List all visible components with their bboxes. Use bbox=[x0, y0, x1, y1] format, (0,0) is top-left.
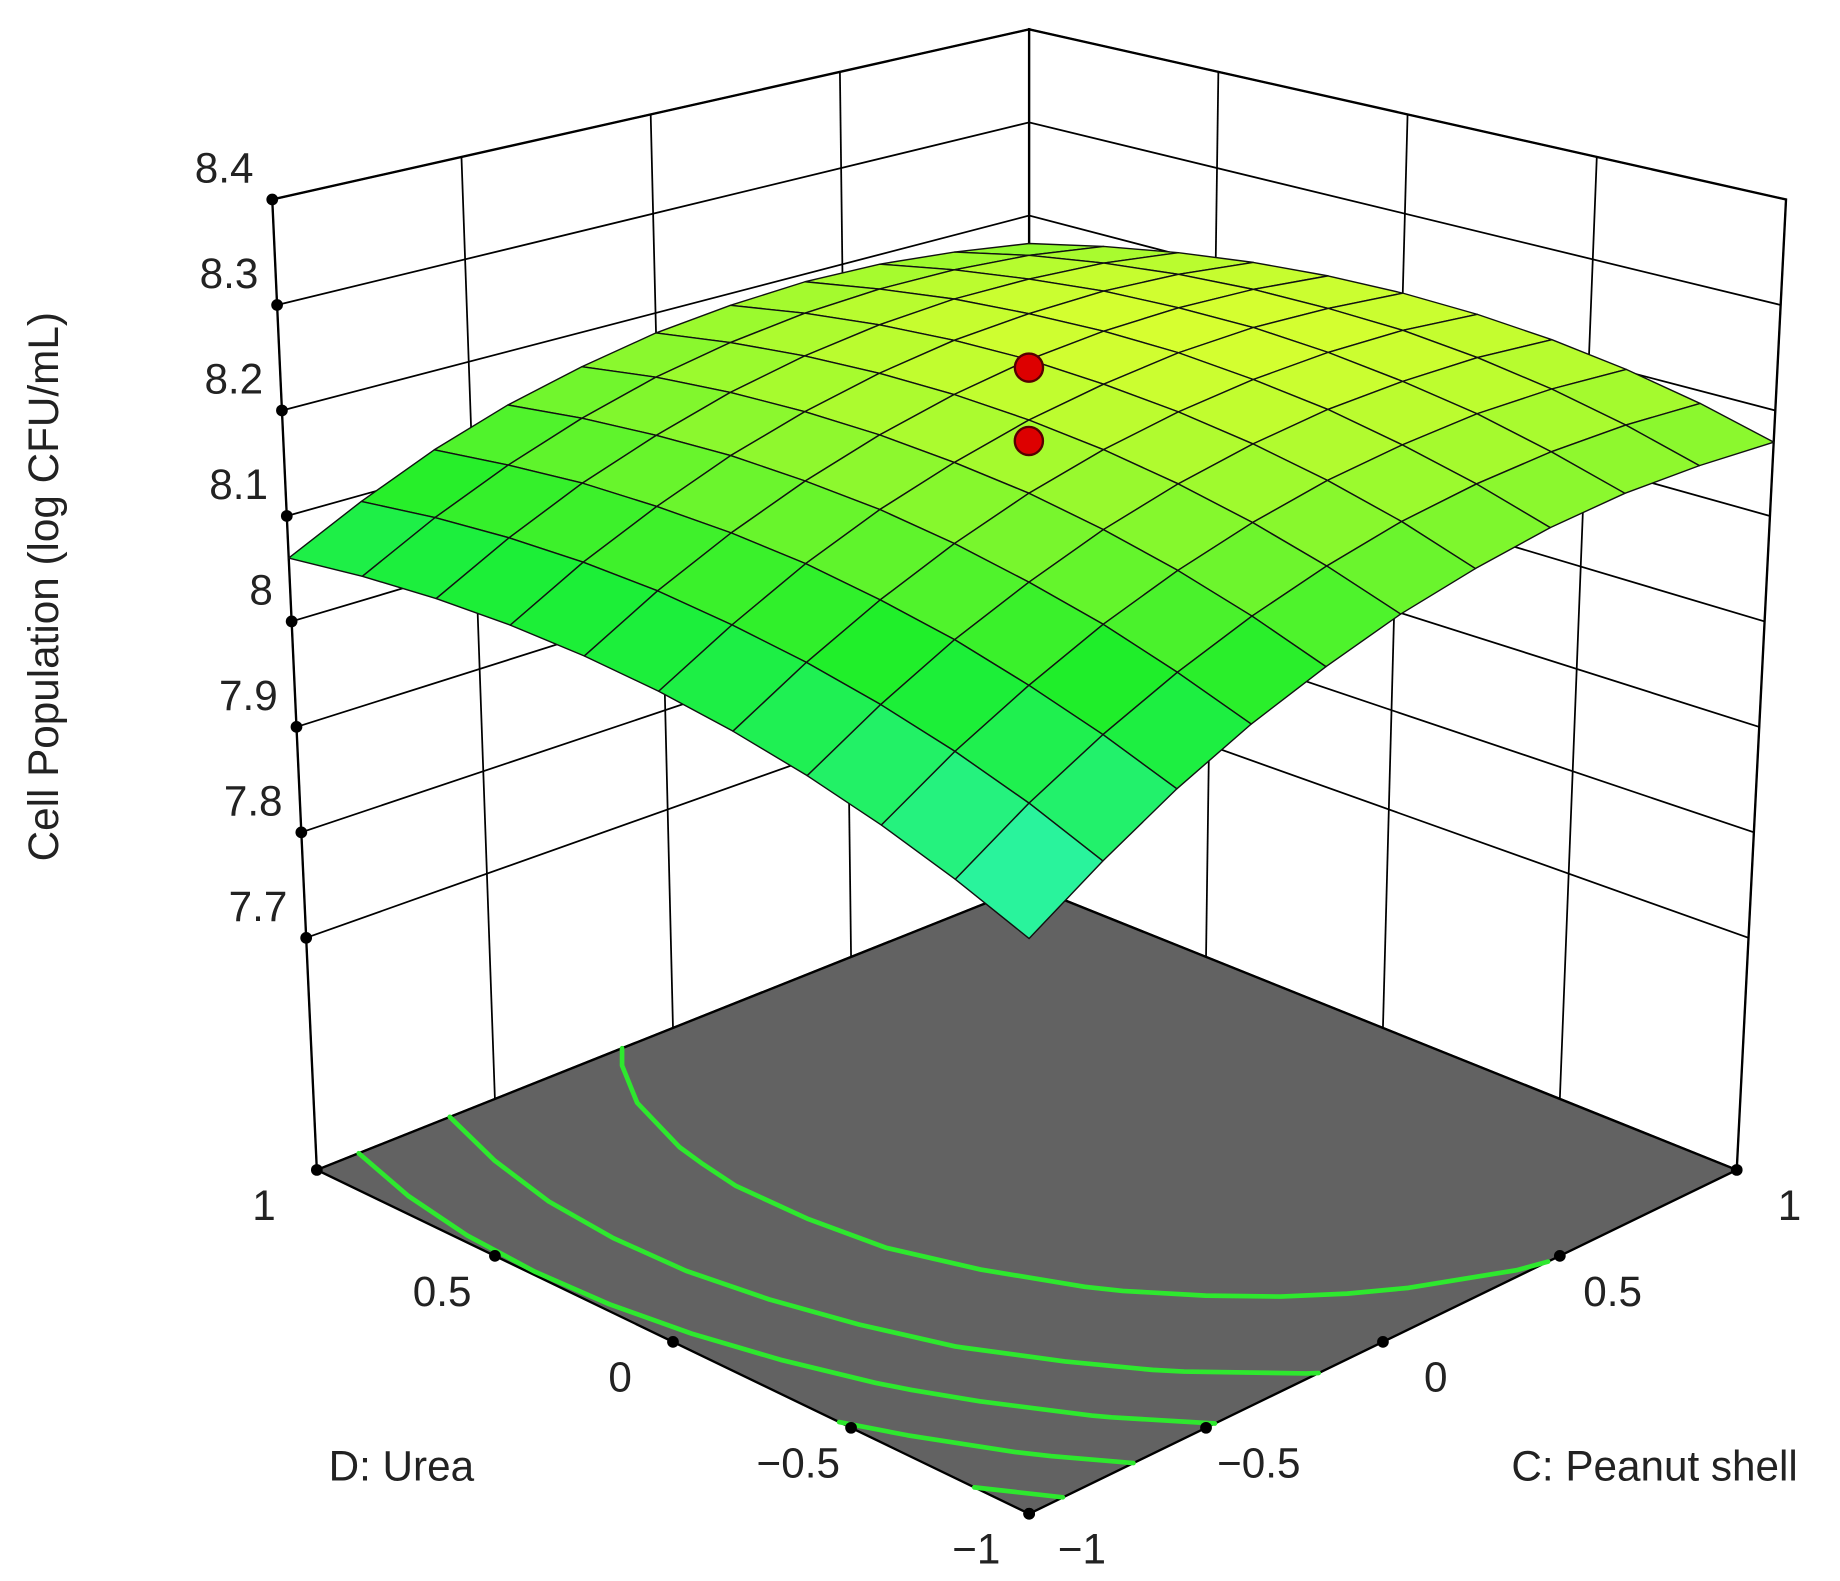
design-point bbox=[1013, 352, 1045, 383]
contour-line bbox=[447, 1114, 1321, 1376]
y-tick-label: −0.5 bbox=[757, 1440, 840, 1487]
tick-mark bbox=[489, 1250, 501, 1262]
x-tick-label: 0 bbox=[1424, 1354, 1448, 1401]
z-tick-label: 7.7 bbox=[229, 883, 288, 930]
z-tick-label: 8.4 bbox=[195, 144, 254, 191]
tick-mark bbox=[295, 826, 308, 839]
tick-mark bbox=[266, 193, 279, 206]
y-tick-label: 0 bbox=[608, 1354, 632, 1401]
tick-mark bbox=[1200, 1421, 1212, 1434]
tick-mark bbox=[845, 1421, 857, 1434]
contour-line bbox=[356, 1150, 1218, 1426]
z-tick-label: 8.1 bbox=[209, 461, 268, 508]
y-tick-label: 0.5 bbox=[413, 1268, 472, 1315]
y-tick-label: 1 bbox=[252, 1182, 276, 1229]
tick-mark bbox=[1023, 1507, 1035, 1520]
tick-mark bbox=[1553, 1250, 1566, 1262]
y-axis-title: D: Urea bbox=[329, 1442, 475, 1489]
contour-line bbox=[971, 1485, 1066, 1500]
z-tick-label: 8.3 bbox=[200, 250, 259, 297]
tick-mark bbox=[276, 404, 288, 417]
x-tick-label: −0.5 bbox=[1217, 1440, 1300, 1487]
grid-line bbox=[460, 156, 496, 1099]
z-tick-label: 7.9 bbox=[219, 672, 278, 719]
grid-line bbox=[1558, 156, 1598, 1099]
x-tick-label: −1 bbox=[1058, 1526, 1106, 1573]
grid-line bbox=[271, 199, 318, 1170]
contour-line bbox=[836, 1419, 1136, 1466]
y-tick-label: −1 bbox=[952, 1526, 1000, 1573]
tick-mark bbox=[667, 1335, 679, 1348]
tick-mark bbox=[1377, 1335, 1389, 1348]
z-tick-label: 7.8 bbox=[224, 777, 283, 824]
contour-line bbox=[619, 1045, 1551, 1299]
x-tick-label: 1 bbox=[1778, 1182, 1802, 1229]
x-axis-title: C: Peanut shell bbox=[1511, 1442, 1797, 1489]
z-axis-title: Cell Population (log CFU/mL) bbox=[20, 312, 67, 861]
tick-mark bbox=[271, 299, 283, 311]
z-tick-label: 8.2 bbox=[204, 355, 263, 402]
surface-cell bbox=[954, 802, 1104, 940]
tick-mark bbox=[280, 510, 293, 522]
x-tick-label: 0.5 bbox=[1583, 1268, 1642, 1315]
z-tick-label: 8 bbox=[249, 566, 273, 613]
tick-mark bbox=[285, 615, 298, 628]
tick-mark bbox=[290, 721, 303, 733]
grid-line bbox=[1735, 199, 1787, 1170]
tick-mark bbox=[310, 1164, 323, 1176]
tick-mark bbox=[1730, 1164, 1743, 1176]
design-point bbox=[1013, 425, 1045, 457]
tick-mark bbox=[300, 932, 313, 944]
